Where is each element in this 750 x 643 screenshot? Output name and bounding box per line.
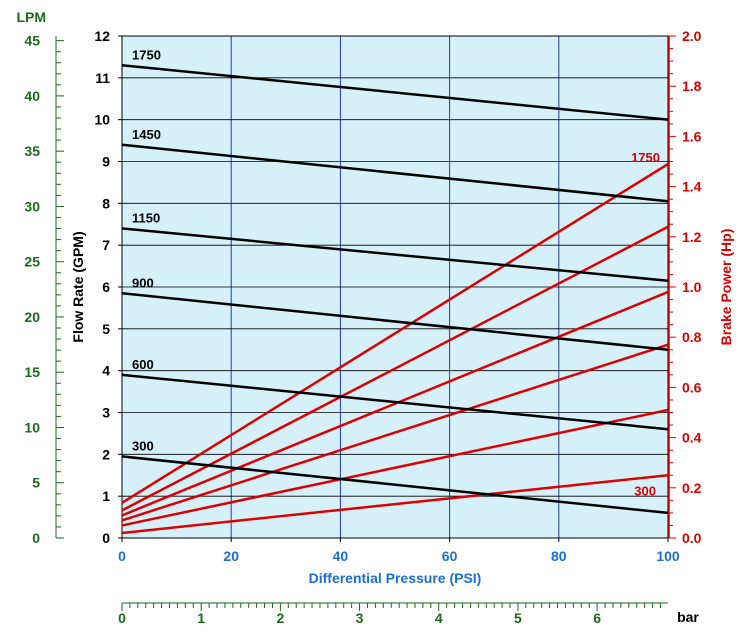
left-tick-label: 1 [102, 488, 110, 504]
flow-line-label: 600 [132, 357, 154, 372]
power-line [121, 408, 669, 527]
flow-line-label: 300 [132, 438, 154, 453]
bottom-tick-label: 40 [333, 548, 349, 564]
right-tick-label: 0.4 [682, 430, 702, 446]
bottom-tick-label: 20 [223, 548, 239, 564]
flow-line [121, 455, 669, 515]
right-tick-label: 1.6 [682, 128, 702, 144]
power-lines [121, 162, 669, 535]
lpm-tick-label: 10 [24, 419, 40, 435]
flow-lines [121, 64, 669, 515]
right-tick-label: 1.4 [682, 179, 702, 195]
lpm-tick-label: 45 [24, 33, 40, 49]
bar-tick-label: 3 [356, 610, 364, 626]
right-tick-label: 0.0 [682, 530, 702, 546]
bar-tick-label: 2 [276, 610, 284, 626]
left-tick-label: 12 [94, 28, 110, 44]
left-tick-label: 8 [102, 195, 110, 211]
left-tick-label: 9 [102, 154, 110, 170]
lpm-label: LPM [16, 9, 46, 25]
right-tick-label: 2.0 [682, 28, 702, 44]
right-tick-label: 1.8 [682, 78, 702, 94]
left-tick-label: 7 [102, 237, 110, 253]
flow-line-label: 1750 [132, 47, 161, 62]
flow-line [121, 373, 669, 431]
right-tick-label: 1.0 [682, 279, 702, 295]
lpm-tick-label: 25 [24, 254, 40, 270]
bar-tick-label: 1 [197, 610, 205, 626]
bar-tick-label: 0 [118, 610, 126, 626]
bar-tick-label: 5 [514, 610, 522, 626]
flow-line [121, 227, 669, 282]
bar-tick-label: 4 [435, 610, 443, 626]
right-tick-label: 0.8 [682, 329, 702, 345]
power-line [121, 290, 669, 517]
lpm-tick-label: 40 [24, 88, 40, 104]
left-tick-label: 6 [102, 279, 110, 295]
right-tick-label: 0.2 [682, 480, 702, 496]
series-labels: 1750 1450 1150 900 600 300 1750 300 [132, 47, 660, 498]
lpm-tick-label: 15 [24, 364, 40, 380]
bottom-tick-label: 60 [442, 548, 458, 564]
bar-label: bar [677, 609, 699, 625]
left-tick-label: 2 [102, 446, 110, 462]
lpm-tick-label: 35 [24, 143, 40, 159]
flow-line [121, 64, 669, 121]
right-tick-label: 0.6 [682, 379, 702, 395]
lpm-axis: 0 5 10 15 20 25 30 35 40 45 [24, 33, 64, 546]
y-left-label: Flow Rate (GPM) [70, 231, 86, 342]
lpm-tick-label: 20 [24, 309, 40, 325]
bar-axis: 0 1 2 3 4 5 6 [118, 602, 668, 626]
bottom-axis-ticks: 0 20 40 60 80 100 [118, 538, 680, 564]
left-tick-label: 5 [102, 321, 110, 337]
left-tick-label: 10 [94, 112, 110, 128]
bottom-tick-label: 80 [551, 548, 567, 564]
flow-line [121, 292, 669, 351]
flow-line-label: 900 [132, 275, 154, 290]
flow-line [121, 143, 669, 203]
power-line-label: 300 [634, 483, 656, 498]
power-line [121, 343, 669, 522]
right-tick-label: 1.2 [682, 229, 702, 245]
power-line [121, 162, 669, 504]
flow-line-label: 1150 [132, 210, 160, 225]
bar-tick-label: 6 [593, 610, 601, 626]
flow-line-label: 1450 [132, 127, 161, 142]
power-line [121, 474, 669, 535]
power-line-label: 1750 [631, 150, 660, 165]
x-label: Differential Pressure (PSI) [309, 570, 482, 586]
left-tick-label: 0 [102, 530, 110, 546]
power-line [121, 225, 669, 512]
left-tick-label: 11 [95, 70, 110, 86]
bottom-tick-label: 0 [118, 548, 126, 564]
y-right-label: Brake Power (Hp) [718, 229, 734, 346]
lpm-tick-label: 5 [32, 475, 40, 491]
left-tick-label: 3 [102, 405, 110, 421]
right-axis: 0.0 0.2 0.4 0.6 0.8 1.0 1.2 1.4 1.6 1.8 2.0 [668, 28, 702, 546]
lpm-tick-label: 30 [24, 198, 40, 214]
plot-grid [122, 36, 668, 538]
lpm-tick-label: 0 [32, 530, 40, 546]
bottom-tick-label: 100 [656, 548, 680, 564]
left-tick-label: 4 [102, 363, 110, 379]
